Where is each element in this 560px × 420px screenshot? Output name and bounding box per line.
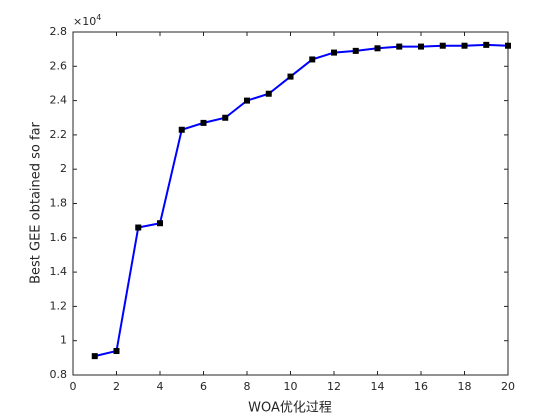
x-tick-label: 16 — [414, 380, 428, 393]
y-axis-label: Best GEE obtained so far — [29, 121, 44, 283]
marker — [505, 42, 511, 49]
marker — [309, 56, 316, 63]
y-tick-label: 1 — [60, 334, 67, 347]
marker — [222, 114, 229, 121]
marker — [135, 224, 142, 231]
marker — [396, 43, 403, 50]
y-tick-label: 1.4 — [50, 265, 68, 278]
y-tick-label: 1.6 — [50, 231, 68, 244]
x-tick-label: 18 — [458, 380, 472, 393]
marker — [200, 119, 207, 126]
y-multiplier: ×104 — [73, 13, 101, 29]
marker — [331, 49, 337, 56]
marker — [91, 353, 98, 360]
y-tick-label: 2.6 — [50, 59, 68, 72]
y-tick-label: 2 — [60, 162, 67, 175]
marker — [113, 347, 120, 354]
x-tick-label: 2 — [113, 380, 120, 393]
marker — [287, 73, 294, 80]
y-tick-label: 2.2 — [50, 128, 68, 141]
x-tick-label: 0 — [70, 380, 77, 393]
marker — [352, 47, 359, 54]
x-tick-label: 8 — [244, 380, 251, 393]
y-tick-label: 2.4 — [50, 94, 68, 107]
y-tick-label: 1.2 — [50, 299, 68, 312]
marker — [265, 90, 272, 97]
y-multiplier-base: ×10 — [73, 15, 96, 28]
x-axis-label: WOA优化过程 — [248, 401, 332, 416]
x-tick-label: 20 — [501, 380, 515, 393]
x-tick-label: 10 — [284, 380, 298, 393]
marker — [461, 42, 468, 49]
marker — [178, 126, 185, 133]
marker — [374, 45, 381, 52]
axes-box — [72, 31, 509, 376]
series-line — [94, 43, 509, 358]
y-tick-label: 1.8 — [50, 197, 68, 210]
x-tick-label: 6 — [200, 380, 207, 393]
marker — [483, 41, 490, 48]
y-tick-label: 2.8 — [50, 25, 68, 38]
marker — [244, 97, 250, 104]
x-tick-label: 12 — [327, 380, 341, 393]
marker — [439, 42, 446, 49]
marker — [418, 43, 424, 50]
x-tick-label: 4 — [157, 380, 164, 393]
marker — [157, 220, 163, 227]
y-tick-label: 0.8 — [50, 368, 68, 381]
x-tick-label: 14 — [371, 380, 385, 393]
y-multiplier-exponent: 4 — [96, 13, 101, 22]
